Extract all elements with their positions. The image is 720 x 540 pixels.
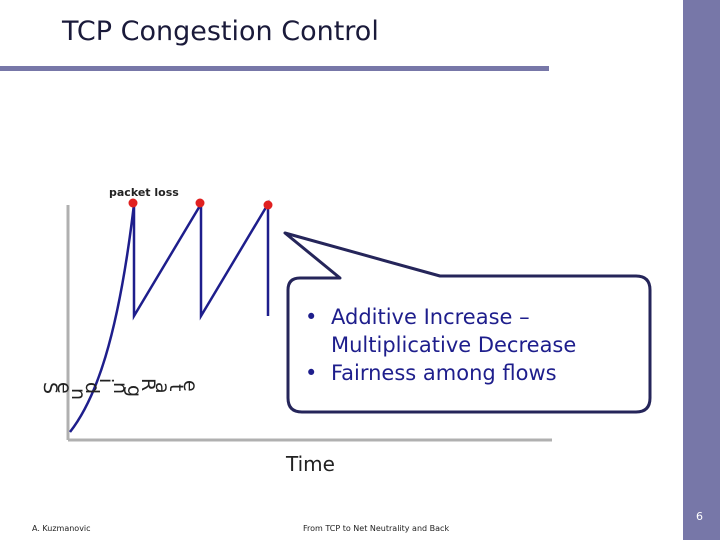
y-axis-letter: R xyxy=(137,378,159,391)
bullet-dot: • xyxy=(305,305,318,329)
right-accent-band xyxy=(683,0,720,540)
y-axis-letter: S xyxy=(39,382,61,394)
y-axis-letter: e xyxy=(53,382,75,394)
y-axis-letter: e xyxy=(179,380,201,392)
packet-loss-dot xyxy=(195,198,205,208)
y-axis-label: S e n d i n g R a t e xyxy=(39,378,201,400)
y-axis-letter: i xyxy=(95,378,117,383)
callout-bullet-2: • Fairness among flows xyxy=(305,359,645,387)
y-axis-letter: g xyxy=(123,385,145,397)
y-axis-letter: n xyxy=(109,382,131,394)
callout-bullet-1: • Additive Increase – xyxy=(305,303,645,331)
x-axis-label: Time xyxy=(285,452,335,476)
slide-title: TCP Congestion Control xyxy=(62,16,379,47)
packet-loss-label: packet loss xyxy=(109,186,179,199)
footer-title: From TCP to Net Neutrality and Back xyxy=(303,524,450,533)
bullet-1-line-1: Additive Increase – xyxy=(331,305,530,329)
callout-box xyxy=(283,231,652,414)
packet-loss-dot xyxy=(128,198,138,208)
sending-rate-curve xyxy=(69,199,270,433)
y-axis-letter: a xyxy=(151,382,173,394)
bullet-dot: • xyxy=(305,361,318,385)
callout-text: • Additive Increase – Multiplicative Decr… xyxy=(305,303,645,387)
slide-number: 6 xyxy=(696,510,703,523)
packet-loss-dot xyxy=(263,200,273,210)
bullet-1-line-2: Multiplicative Decrease xyxy=(331,333,577,357)
title-underline xyxy=(0,66,549,71)
y-axis-letter: t xyxy=(165,384,187,391)
y-axis-letter: d xyxy=(81,382,103,394)
y-axis-letter: n xyxy=(67,388,89,400)
footer-author: A. Kuzmanovic xyxy=(32,524,91,533)
bullet-2-line-1: Fairness among flows xyxy=(331,361,557,385)
